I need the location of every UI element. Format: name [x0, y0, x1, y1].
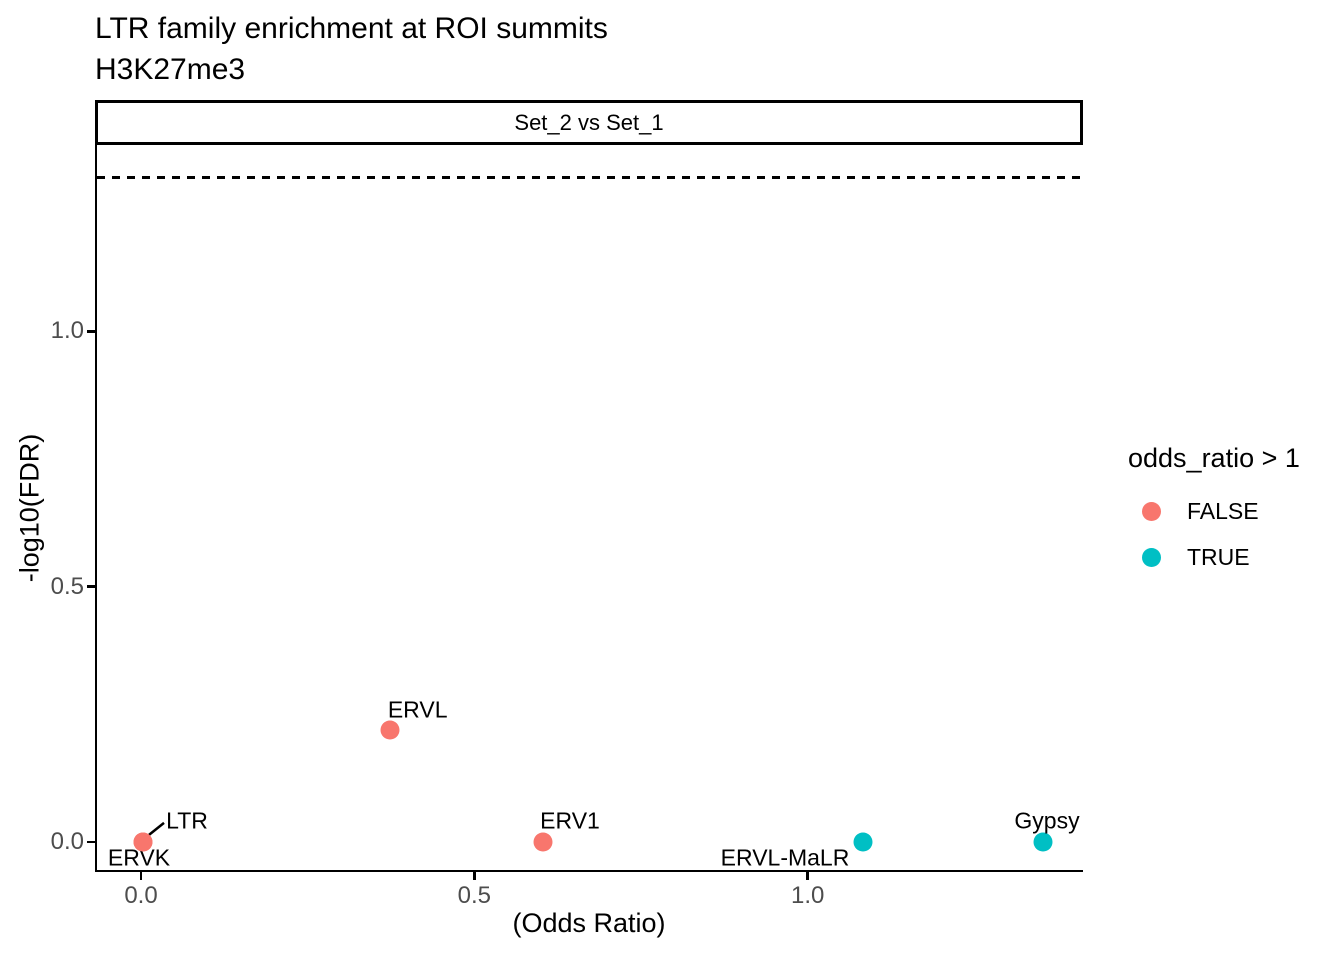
data-point-ervl: [380, 720, 400, 740]
plot-panel: ERVK LTR ERVL ERV1 ERVL-MaLR Gypsy: [95, 145, 1083, 872]
x-tick-label: 0.5: [457, 882, 492, 909]
x-tick-mark: [139, 872, 143, 880]
data-point-ltr: [133, 832, 153, 852]
legend-dot-true: [1142, 548, 1161, 567]
chart-title: LTR family enrichment at ROI summits: [95, 12, 608, 45]
y-tick-mark: [87, 585, 95, 588]
data-point-gypsy: [1033, 832, 1053, 852]
x-tick-mark: [806, 872, 809, 880]
legend-title: odds_ratio > 1: [1128, 443, 1300, 473]
legend-item-false: FALSE: [1142, 498, 1259, 525]
facet-strip: Set_2 vs Set_1: [95, 100, 1083, 145]
facet-strip-label: Set_2 vs Set_1: [514, 109, 664, 135]
data-point-ervl-malr: [853, 832, 873, 852]
x-tick-label: 1.0: [790, 882, 825, 909]
data-point-label-erv1: ERV1: [540, 807, 600, 834]
y-axis-title: -log10(FDR): [14, 433, 45, 583]
legend-dot-false: [1142, 502, 1161, 521]
significance-threshold-line: [97, 176, 1083, 180]
data-point-label-ervl-malr: ERVL-MaLR: [720, 844, 850, 871]
y-tick-label: 0.5: [50, 572, 84, 600]
data-point-label-ervl: ERVL: [387, 696, 448, 723]
label-leader-line: [148, 821, 165, 836]
data-point-label-gypsy: Gypsy: [1014, 807, 1080, 834]
legend-label-true: TRUE: [1187, 544, 1250, 570]
x-axis-title: (Odds Ratio): [512, 908, 666, 938]
legend-label-false: FALSE: [1187, 498, 1259, 524]
y-tick-mark: [87, 840, 95, 844]
legend-item-true: TRUE: [1142, 544, 1250, 571]
y-tick-label: 0.0: [50, 827, 84, 855]
label-leader-overlay: [148, 821, 165, 836]
x-tick-label: 0.0: [124, 882, 158, 909]
x-tick-mark: [473, 872, 476, 880]
data-point-label-ltr: LTR: [166, 807, 208, 834]
data-point-erv1: [533, 832, 553, 852]
y-tick-mark: [87, 330, 95, 333]
y-tick-label: 1.0: [50, 317, 84, 345]
chart-subtitle: H3K27me3: [95, 53, 246, 86]
